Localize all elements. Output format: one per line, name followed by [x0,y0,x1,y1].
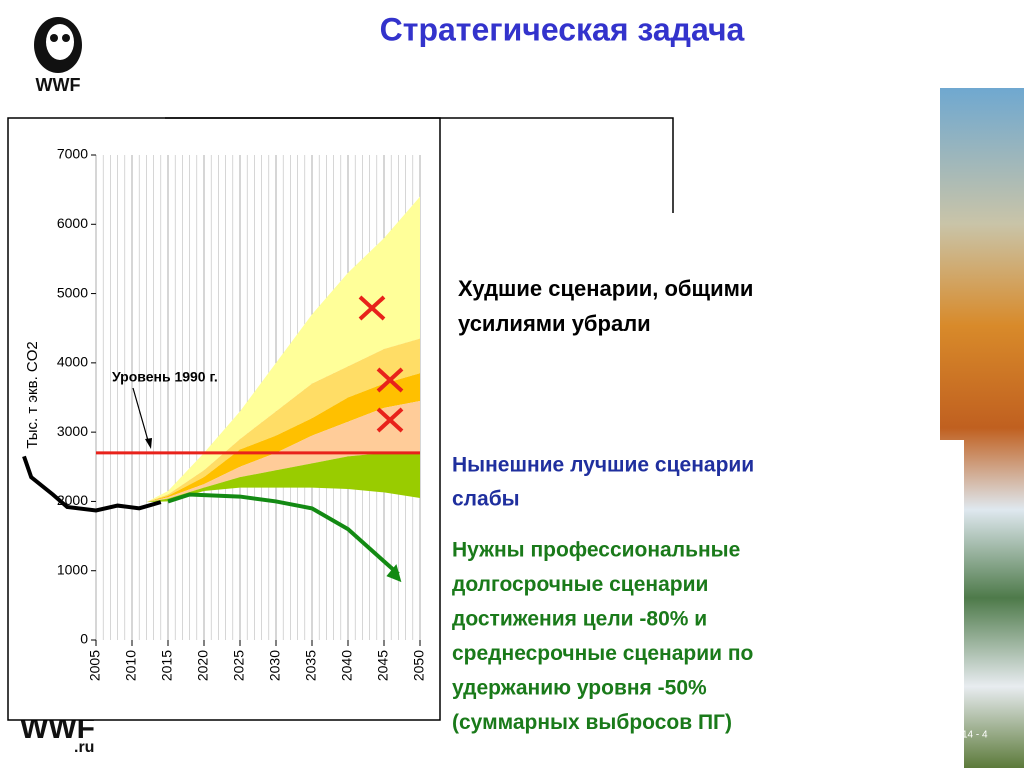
cross [376,407,404,433]
strip-mask [940,440,964,768]
series-line [22,455,162,513]
logo-text: WWF [36,75,81,95]
series-line [167,492,400,576]
note-line: Нынешние лучшие сценарии [452,454,754,477]
arrow-head [386,564,402,583]
y-tick-label: 5000 [57,284,88,300]
x-tick-label: 2005 [87,650,103,681]
x-tick-label: 2035 [303,650,319,681]
cross [358,295,386,321]
scenario-band [146,196,420,503]
scenario-band [146,373,420,503]
note-line: (суммарных выбросов ПГ) [452,711,732,734]
note-line: удержанию уровня -50% [452,677,707,700]
y-tick-label: 0 [80,631,88,647]
x-tick-label: 2045 [375,650,391,681]
y-tick-label: 4000 [57,354,88,370]
x-tick-label: 2030 [267,650,283,681]
y-tick-label: 1000 [57,561,88,577]
x-tick-label: 2015 [159,650,175,681]
note-line: слабы [452,488,520,511]
slide-title: Стратегическая задача [380,11,745,47]
note-line: достижения цели -80% и [452,608,707,631]
note-line: среднесрочные сценарии по [452,642,753,665]
y-axis-label: Тыс. т экв. CO2 [24,341,41,449]
annotation-arrow [132,387,150,445]
scenario-band [146,338,420,503]
annotation: Уровень 1990 г. [112,369,218,385]
slide-number: 14 - 4 [962,730,988,741]
notes: Худшие сценарии, общими усилиями убрали Ны… [452,276,754,734]
x-tick-label: 2040 [339,650,355,681]
x-tick-label: 2050 [411,650,427,681]
y-tick-label: 6000 [57,215,88,231]
note-line: Нужны профессиональные [452,539,740,562]
y-tick-label: 3000 [57,423,88,439]
footer-ru: .ru [74,739,94,756]
logo: WWF [34,17,82,95]
x-tick-label: 2025 [231,650,247,681]
scenario-band [146,452,420,503]
x-tick-label: 2010 [123,650,139,681]
y-tick-label: 7000 [57,146,88,162]
note-line: долгосрочные сценарии [452,573,708,596]
chart: 2005 2010 2015 2020 2025 2030 2035 2040 2045 2050… [22,146,427,681]
note-line: усилиями убрали [458,311,651,336]
x-tick-label: 2020 [195,650,211,681]
note-line: Худшие сценарии, общими [458,276,753,301]
frame-line [165,117,674,213]
annotation-arrowhead [145,438,152,449]
cross [376,367,404,393]
